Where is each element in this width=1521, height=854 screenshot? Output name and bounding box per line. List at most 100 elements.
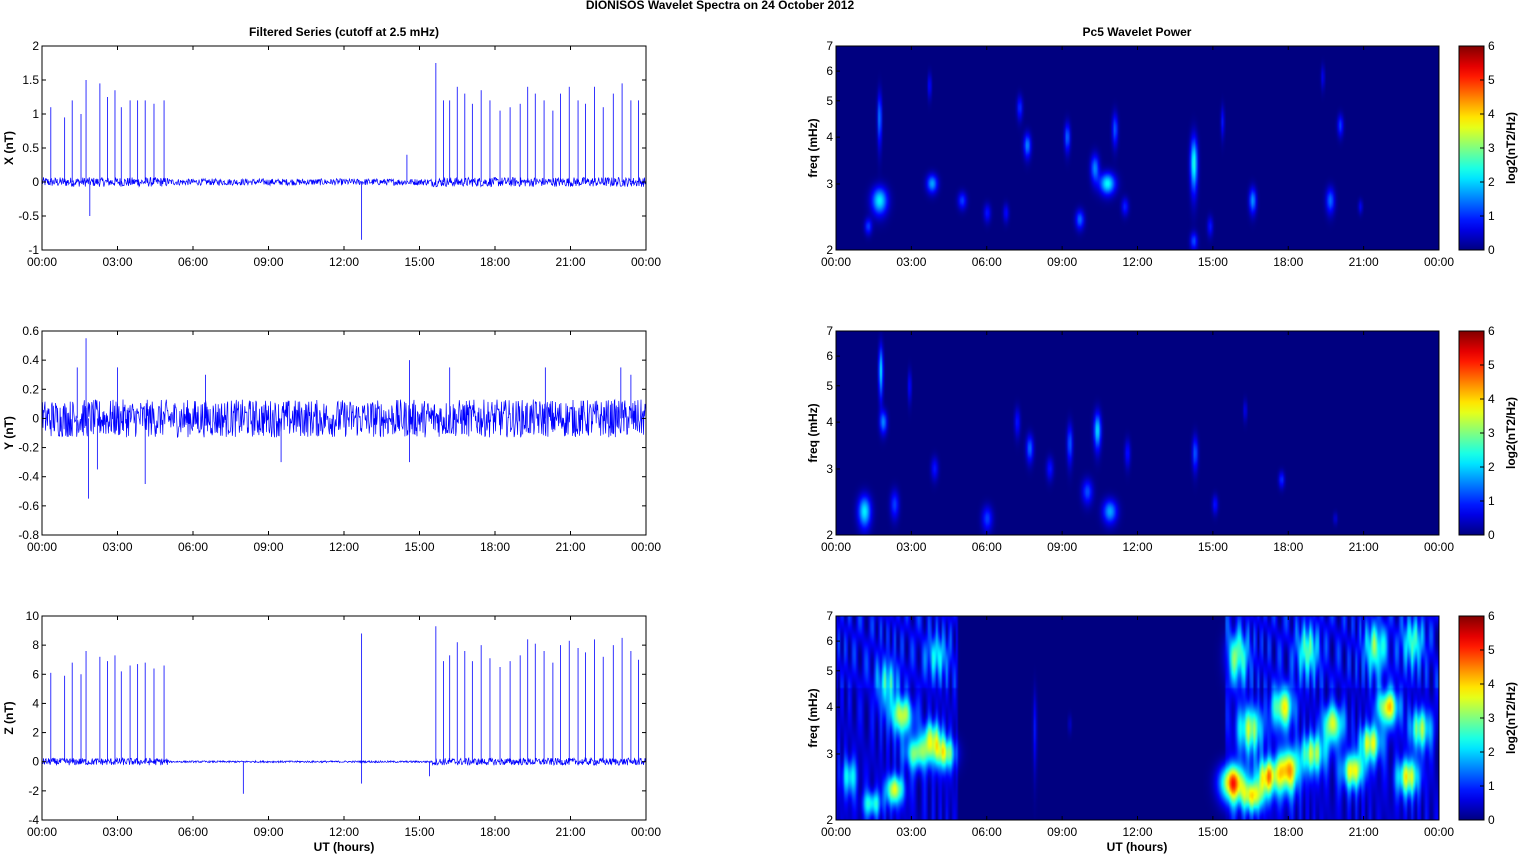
x-tick-label: 21:00 [555,825,585,839]
x-tick-label: 21:00 [555,540,585,554]
plot-area [42,46,646,250]
y-tick-label: -0.6 [18,499,39,513]
colorbar-tick-label: 4 [1488,677,1495,691]
x-tick-label: 09:00 [1047,825,1077,839]
colorbar-tick-label: 0 [1488,243,1495,257]
x-tick-label: 12:00 [329,825,359,839]
timeseries-panel: -4 -2 0 2 4 6 8 10 00:00 03:00 06:00 09:00 12:00 15:0… [2,609,661,839]
x-tick-label: 12:00 [329,255,359,269]
x-tick-label: 03:00 [896,825,926,839]
y-tick-label: 7 [826,609,833,623]
x-tick-label: 15:00 [404,825,434,839]
x-tick-label: 06:00 [178,255,208,269]
x-tick-label: 06:00 [178,540,208,554]
x-tick-label: 03:00 [896,540,926,554]
y-tick-label: -0.2 [18,441,39,455]
y-tick-label: 0 [32,175,39,189]
colorbar [1458,330,1485,536]
x-tick-label: 15:00 [1198,255,1228,269]
y-tick-label: 0.6 [22,324,39,338]
x-tick-label: 03:00 [102,255,132,269]
colorbar-tick-label: 1 [1488,779,1495,793]
x-tick-label: 12:00 [1122,825,1152,839]
series-line [41,757,647,767]
x-tick-label: 09:00 [253,825,283,839]
y-tick-label: 0.4 [22,353,39,367]
y-tick-label: 2 [32,726,39,740]
x-tick-label: 12:00 [329,540,359,554]
x-tick-label: 00:00 [1424,540,1454,554]
colorbar-tick-label: 5 [1488,643,1495,657]
x-tick-label: 15:00 [1198,825,1228,839]
y-tick-label: 4 [826,700,833,714]
x-tick-label: 18:00 [480,540,510,554]
series-line [41,398,647,439]
y-tick-label: -4 [28,813,39,827]
colorbar-tick-label: 2 [1488,460,1495,474]
x-tick-label: 06:00 [972,540,1002,554]
y-tick-label: 2 [826,243,833,257]
x-tick-label: 21:00 [1349,540,1379,554]
right-column-title: Pc5 Wavelet Power [1083,25,1192,39]
y-tick-label: -0.4 [18,470,39,484]
x-tick-label: 00:00 [1424,255,1454,269]
y-tick-label: -1 [28,243,39,257]
y-axis-label: freq (mHz) [806,403,820,462]
x-tick-label: 15:00 [1198,540,1228,554]
x-tick-label: 09:00 [1047,255,1077,269]
x-tick-label: 09:00 [253,255,283,269]
x-tick-label: 12:00 [1122,540,1152,554]
y-tick-label: 3 [826,747,833,761]
wavelet-power-map [836,46,1439,250]
y-axis-label: X (nT) [2,131,16,165]
y-tick-label: 8 [32,638,39,652]
y-tick-label: 6 [826,634,833,648]
y-tick-label: 5 [826,664,833,678]
y-tick-label: 5 [826,379,833,393]
colorbar-tick-label: 3 [1488,711,1495,725]
y-tick-label: 10 [26,609,40,623]
right-xlabel: UT (hours) [1107,840,1168,854]
x-tick-label: 00:00 [1424,825,1454,839]
y-tick-label: 0 [32,755,39,769]
x-tick-label: 00:00 [631,825,661,839]
y-tick-label: 3 [826,177,833,191]
plot-area [42,616,646,820]
y-tick-label: 4 [826,130,833,144]
colorbar [1458,45,1485,251]
colorbar-tick-label: 6 [1488,324,1495,338]
y-tick-label: 0.5 [22,141,39,155]
y-tick-label: 6 [826,349,833,363]
colorbar-label: log2(nT2/Hz) [1504,112,1518,184]
y-tick-label: 0.2 [22,382,39,396]
y-tick-label: 1.5 [22,73,39,87]
x-tick-label: 18:00 [480,825,510,839]
colorbar-tick-label: 2 [1488,745,1495,759]
x-tick-label: 15:00 [404,255,434,269]
x-tick-label: 00:00 [631,540,661,554]
colorbar-tick-label: 0 [1488,528,1495,542]
y-tick-label: -2 [28,784,39,798]
x-tick-label: 00:00 [821,255,851,269]
y-tick-label: 6 [826,64,833,78]
x-tick-label: 03:00 [102,825,132,839]
x-tick-label: 18:00 [480,255,510,269]
x-tick-label: 00:00 [631,255,661,269]
wavelet-panel: 2 3 4 5 6 7 00:00 03:00 06:00 09:00 12:00 15:00 18:0… [806,39,1518,269]
series-line [41,176,647,188]
colorbar-label: log2(nT2/Hz) [1504,682,1518,754]
figure-title: DIONISOS Wavelet Spectra on 24 October 2… [586,0,855,12]
y-tick-label: 1 [32,107,39,121]
x-tick-label: 18:00 [1273,540,1303,554]
timeseries-panel: -1 -0.5 0 0.5 1 1.5 2 00:00 03:00 06:00 09:00 12:00… [2,39,661,269]
wavelet-power-map [836,616,1439,820]
colorbar-tick-label: 4 [1488,107,1495,121]
x-tick-label: 21:00 [555,255,585,269]
y-axis-label: Y (nT) [2,416,16,450]
colorbar-tick-label: 5 [1488,73,1495,87]
y-tick-label: 7 [826,39,833,53]
y-tick-label: 4 [32,696,39,710]
x-tick-label: 00:00 [821,825,851,839]
x-tick-label: 00:00 [27,540,57,554]
y-tick-label: 2 [32,39,39,53]
